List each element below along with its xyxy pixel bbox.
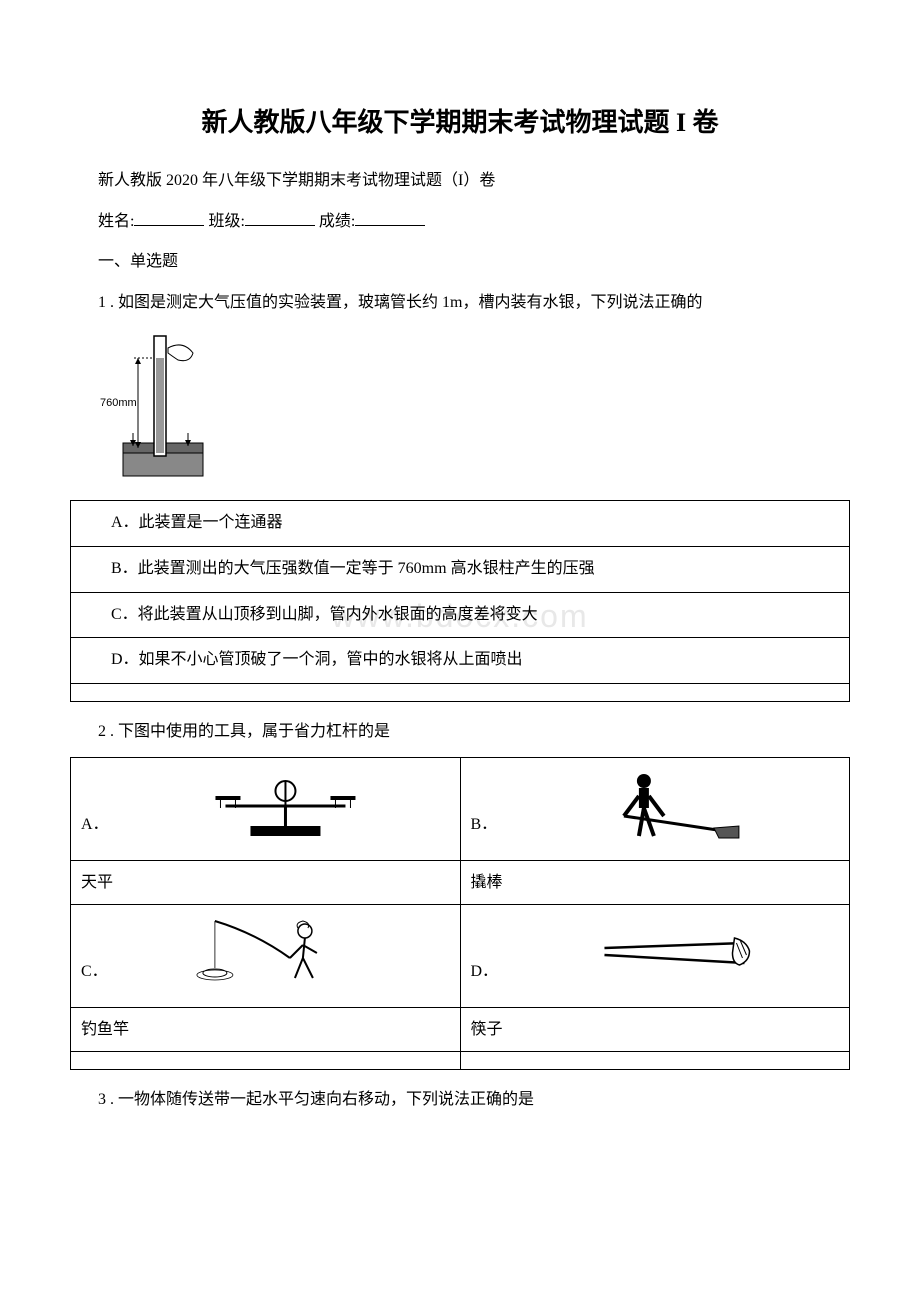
q1-diagram: 760mm [98,328,228,488]
tool-label-b: 撬棒 [460,860,850,904]
tool-cell-c: C． [71,904,461,1007]
diagram-label: 760mm [100,397,137,409]
balance-scale-icon [121,766,450,846]
class-blank [245,208,315,226]
question-1-text: 1 . 如图是测定大气压值的实验装置，玻璃管长约 1m，槽内装有水银，下列说法正… [98,289,850,318]
score-label: 成绩: [319,213,355,230]
q2-tools-table: A． [70,757,850,1070]
score-blank [355,208,425,226]
tool-cell-d: D． [460,904,850,1007]
q1-option-b: B．此装置测出的大气压强数值一定等于 760mm 高水银柱产生的压强 [71,546,850,592]
tool-letter-d: D． [471,958,499,993]
student-info-line: 姓名: 班级: 成绩: [98,208,850,237]
crowbar-icon [509,766,839,846]
section-header-1: 一、单选题 [98,248,850,277]
q1-option-c: www.bdocx.com C．将此装置从山顶移到山脚，管内外水银面的高度差将变… [71,592,850,638]
tool-letter-b: B． [471,811,498,846]
question-3-text: 3 . 一物体随传送带一起水平匀速向右移动，下列说法正确的是 [98,1086,850,1115]
q1-empty-row [71,684,850,702]
chopsticks-icon [510,913,839,993]
fishing-rod-icon [120,913,450,993]
q1-options-table: A．此装置是一个连通器 B．此装置测出的大气压强数值一定等于 760mm 高水银… [70,500,850,702]
tool-label-d: 筷子 [460,1007,850,1051]
barometer-icon: 760mm [98,328,228,488]
question-2-text: 2 . 下图中使用的工具，属于省力杠杆的是 [98,718,850,747]
tool-label-c: 钓鱼竿 [71,1007,461,1051]
q1-option-d: D．如果不小心管顶破了一个洞，管中的水银将从上面喷出 [71,638,850,684]
tool-label-a: 天平 [71,860,461,904]
tool-letter-c: C． [81,958,108,993]
q1-option-a: A．此装置是一个连通器 [71,500,850,546]
name-blank [134,208,204,226]
class-label: 班级: [208,213,244,230]
tool-cell-a: A． [71,757,461,860]
name-label: 姓名: [98,213,134,230]
q2-empty-b [460,1051,850,1069]
page-title: 新人教版八年级下学期期末考试物理试题 I 卷 [70,100,850,147]
q2-empty-a [71,1051,461,1069]
tool-cell-b: B． [460,757,850,860]
tool-letter-a: A． [81,811,109,846]
subtitle: 新人教版 2020 年八年级下学期期末考试物理试题（I）卷 [98,167,850,196]
